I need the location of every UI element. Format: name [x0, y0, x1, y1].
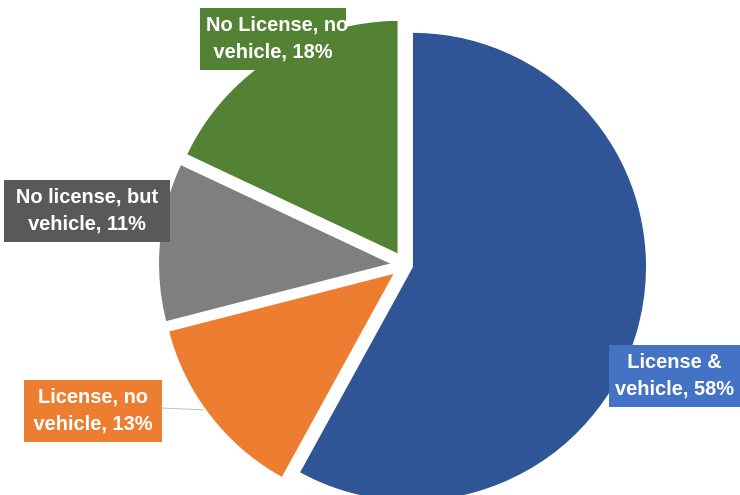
- data-label-no-license-no-vehicle: No License, no vehicle, 18%: [200, 8, 348, 70]
- slice-license-no-vehicle: [166, 270, 398, 480]
- slice-license-and-vehicle: [297, 30, 648, 495]
- data-label-license-and-vehicle: License & vehicle, 58%: [609, 345, 740, 407]
- data-label-no-license-but-vehicle: No license, but vehicle, 11%: [4, 180, 170, 242]
- data-label-license-no-vehicle: License, no vehicle, 13%: [24, 380, 162, 442]
